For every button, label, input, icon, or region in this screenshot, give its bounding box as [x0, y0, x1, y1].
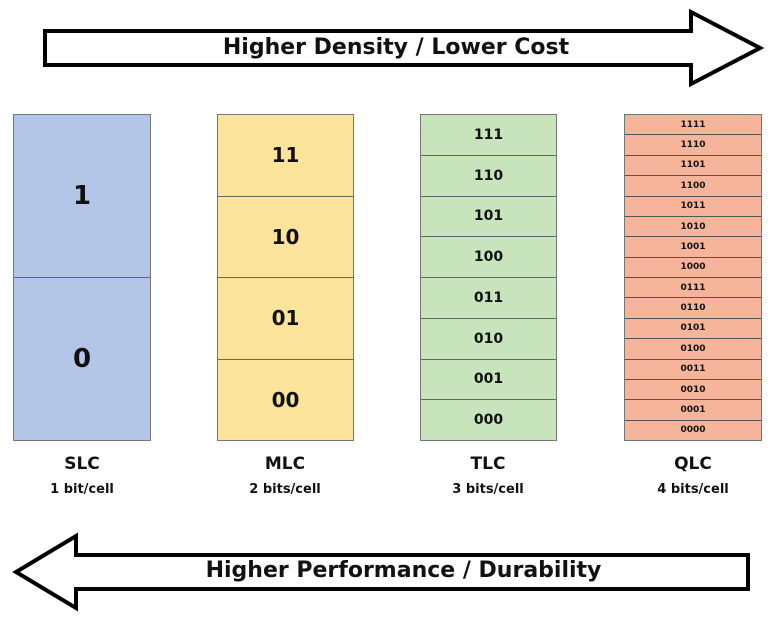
tlc-bits: 3 bits/cell: [452, 482, 524, 497]
qlc-level: 0011: [625, 360, 761, 380]
tlc-level: 100: [421, 237, 556, 278]
qlc-level: 1100: [625, 176, 761, 197]
tlc-name: TLC: [470, 454, 506, 474]
tlc-level: 011: [421, 278, 556, 319]
qlc-level: 1000: [625, 258, 761, 278]
qlc-cell-stack: 1111 1110 1101 1100 1011 1010 1001 1000 …: [624, 114, 762, 441]
mlc-level: 10: [218, 197, 353, 278]
slc-name: SLC: [64, 454, 100, 474]
qlc-level: 1010: [625, 217, 761, 238]
tlc-level: 111: [421, 115, 556, 156]
mlc-cell-stack: 11 10 01 00: [217, 114, 354, 441]
qlc-level: 0110: [625, 298, 761, 319]
left-arrow-icon: [12, 532, 750, 612]
mlc-column: 11 10 01 00: [217, 114, 354, 441]
slc-column: 1 0: [13, 114, 151, 441]
performance-durability-arrow: Higher Performance / Durability: [0, 528, 782, 618]
tlc-level: 001: [421, 360, 556, 401]
qlc-level: 0100: [625, 339, 761, 360]
qlc-column: 1111 1110 1101 1100 1011 1010 1001 1000 …: [624, 114, 762, 441]
qlc-name: QLC: [674, 454, 712, 474]
qlc-bits: 4 bits/cell: [657, 482, 729, 497]
performance-durability-label: Higher Performance / Durability: [205, 558, 602, 583]
qlc-level: 1101: [625, 156, 761, 177]
density-cost-arrow: Higher Density / Lower Cost: [0, 0, 782, 90]
mlc-level: 01: [218, 278, 353, 360]
qlc-level: 0010: [625, 380, 761, 401]
qlc-level: 0000: [680, 425, 706, 436]
slc-bits: 1 bit/cell: [50, 482, 114, 497]
tlc-level: 101: [421, 197, 556, 238]
right-arrow-icon: [43, 8, 765, 88]
mlc-level: 00: [271, 387, 300, 412]
qlc-level: 1011: [625, 197, 761, 217]
density-cost-label: Higher Density / Lower Cost: [222, 35, 570, 60]
tlc-level: 110: [421, 156, 556, 197]
slc-level: 1: [14, 115, 150, 278]
qlc-level: 0101: [625, 319, 761, 340]
slc-cell-stack: 1 0: [13, 114, 151, 441]
mlc-name: MLC: [264, 454, 306, 474]
tlc-level: 000: [473, 412, 504, 429]
tlc-level: 010: [421, 319, 556, 360]
mlc-bits: 2 bits/cell: [249, 482, 321, 497]
qlc-level: 1001: [625, 237, 761, 258]
tlc-cell-stack: 111 110 101 100 011 010 001 000: [420, 114, 557, 441]
tlc-column: 111 110 101 100 011 010 001 000: [420, 114, 557, 441]
qlc-level: 0001: [625, 400, 761, 421]
mlc-level: 11: [218, 115, 353, 197]
qlc-level: 1110: [625, 135, 761, 156]
qlc-level: 0111: [625, 278, 761, 299]
slc-level: 0: [72, 344, 92, 374]
qlc-level: 1111: [625, 115, 761, 136]
